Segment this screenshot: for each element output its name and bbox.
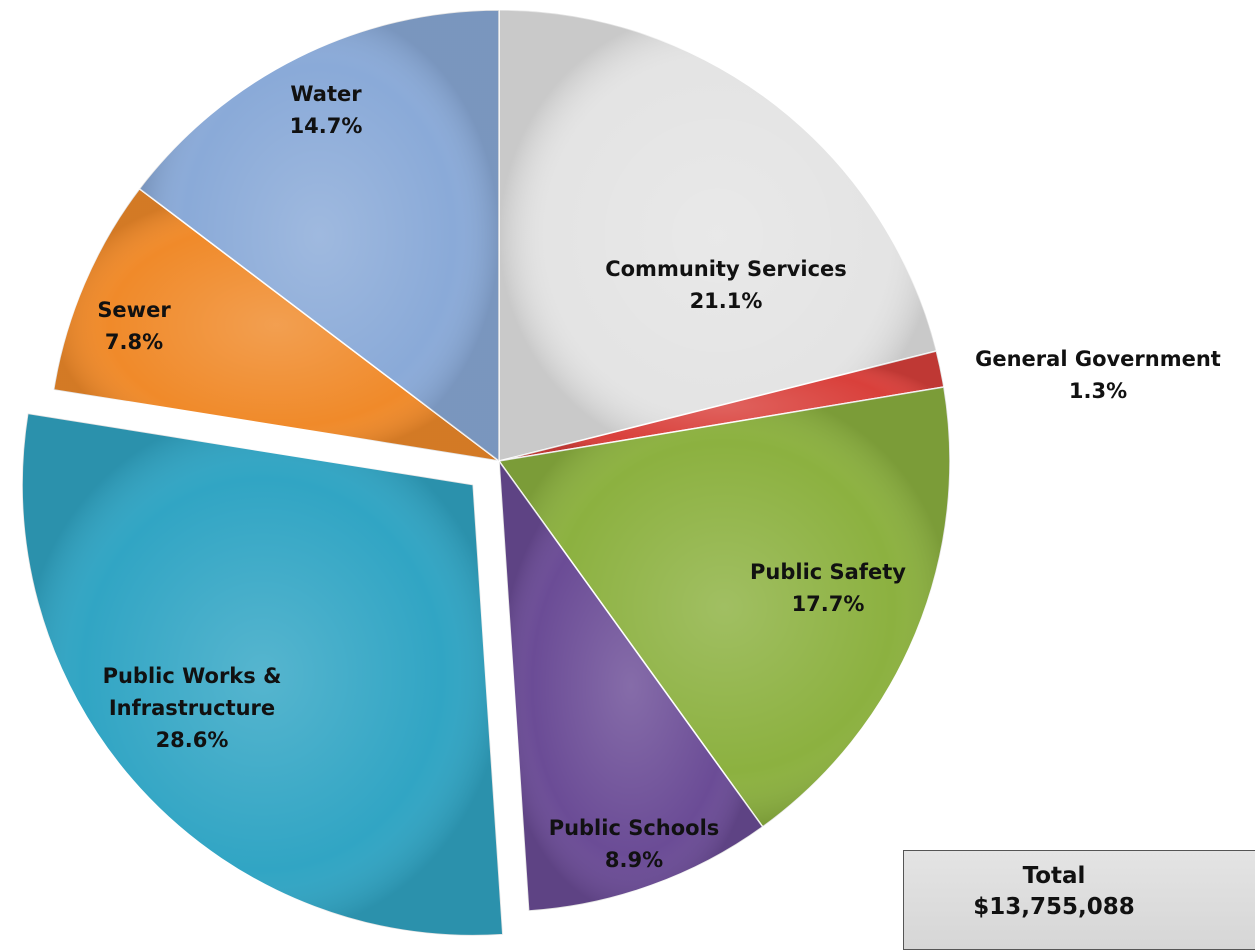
slice-label-6: Sewer 7.8% [97, 298, 171, 354]
total-value: $13,755,088 [973, 894, 1135, 920]
total-label: Total [1022, 863, 1086, 889]
slice-label-3: Public Safety 17.7% [750, 560, 906, 616]
total-box: Total $13,755,088 [903, 850, 1255, 950]
slice-label-4: Public Schools 8.9% [549, 816, 720, 872]
slice-label-7: Water 14.7% [290, 82, 363, 138]
slice-label-1: Community Services 21.1% [605, 257, 847, 313]
slice-label-5: Public Works & Infrastructure 28.6% [103, 664, 282, 752]
slice-label-2: General Government 1.3% [975, 347, 1221, 403]
